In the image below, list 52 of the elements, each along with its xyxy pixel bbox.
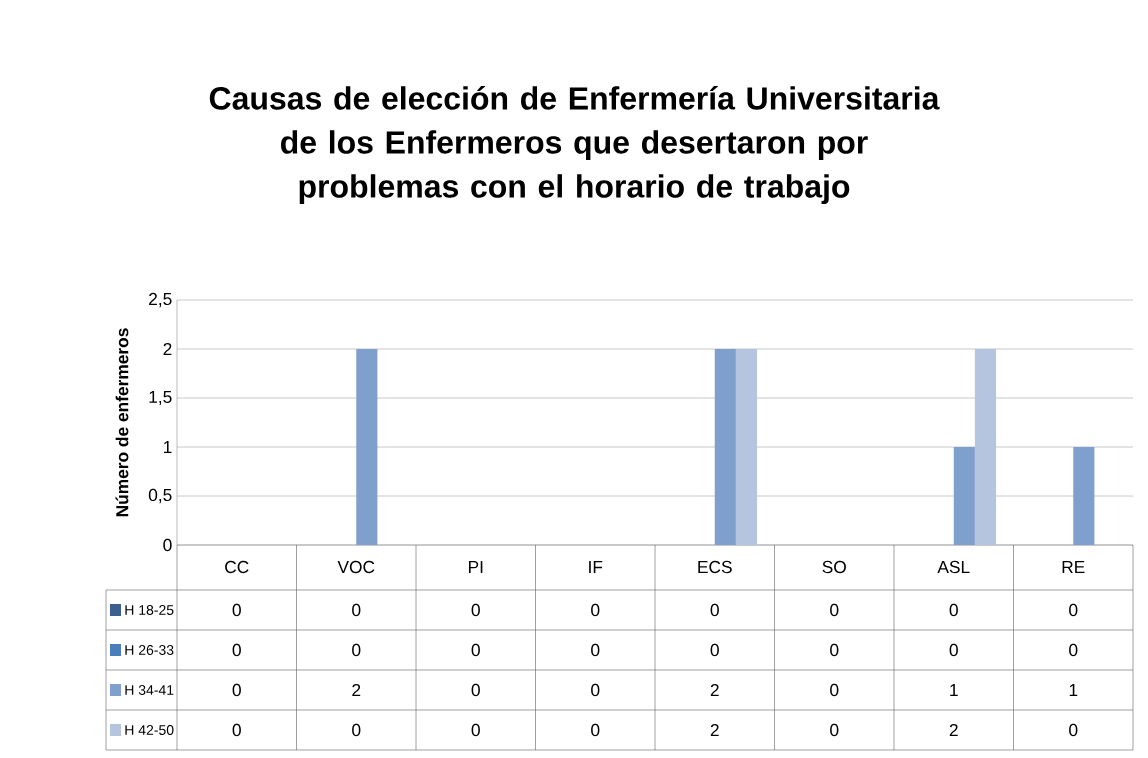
- chart-title: Causas de elección de Enfermería Universitaria de los Enfermeros que desertaron por problemas con el horario de trabajo: [209, 85, 940, 205]
- data-label: 0: [591, 603, 600, 617]
- data-label: 0: [591, 723, 600, 737]
- x-tick-label: PI: [468, 561, 483, 573]
- data-label: 0: [830, 643, 839, 657]
- data-label: 0: [1069, 603, 1078, 617]
- data-label: 0: [710, 603, 719, 617]
- data-label: 2: [352, 683, 361, 697]
- data-label: 0: [232, 643, 241, 657]
- data-label: 1: [950, 684, 958, 696]
- x-tick-label: RE: [1062, 561, 1085, 573]
- legend-label: H 34-41: [125, 685, 174, 695]
- y-tick-label: 0,5: [148, 488, 172, 504]
- data-label: 0: [949, 643, 958, 657]
- y-tick-label: 2,5: [149, 292, 172, 308]
- data-label: 0: [1069, 723, 1078, 737]
- data-label: 0: [471, 643, 480, 657]
- data-label: 0: [352, 643, 361, 657]
- data-label: 0: [710, 643, 719, 657]
- data-label: 0: [232, 723, 241, 737]
- legend-label: H 26-33: [125, 645, 174, 655]
- legend-label: H 42-50: [125, 725, 174, 735]
- data-label: 2: [710, 683, 719, 697]
- y-tick-label: 0: [163, 538, 172, 552]
- data-label: 0: [352, 603, 361, 617]
- data-label: 2: [949, 723, 958, 737]
- data-label: 0: [591, 683, 600, 697]
- data-label: 0: [471, 683, 480, 697]
- x-tick-label: VOC: [337, 560, 375, 574]
- y-tick-label: 2: [163, 342, 172, 356]
- y-tick-label: 1: [163, 441, 172, 453]
- data-label: 0: [830, 723, 839, 737]
- data-label: 0: [232, 683, 241, 697]
- y-axis-title: Número de enfermeros: [115, 328, 129, 517]
- data-label: 1: [1069, 684, 1078, 696]
- x-tick-label: IF: [589, 561, 603, 573]
- data-label: 0: [1069, 643, 1078, 657]
- data-label: 0: [232, 603, 241, 617]
- data-label: 0: [471, 603, 480, 617]
- data-label: 0: [830, 683, 839, 697]
- data-label: 2: [710, 723, 719, 737]
- data-label: 0: [591, 643, 600, 657]
- data-label: 0: [949, 603, 958, 617]
- data-label: 0: [471, 723, 480, 737]
- x-tick-label: CC: [225, 560, 249, 574]
- legend-label: H 18-25: [125, 605, 174, 615]
- x-tick-label: SO: [822, 560, 846, 574]
- x-tick-label: ECS: [698, 560, 732, 574]
- data-label: 0: [352, 723, 361, 737]
- y-tick-label: 1,5: [149, 390, 172, 406]
- data-label: 0: [830, 603, 839, 617]
- x-tick-label: ASL: [937, 560, 970, 574]
